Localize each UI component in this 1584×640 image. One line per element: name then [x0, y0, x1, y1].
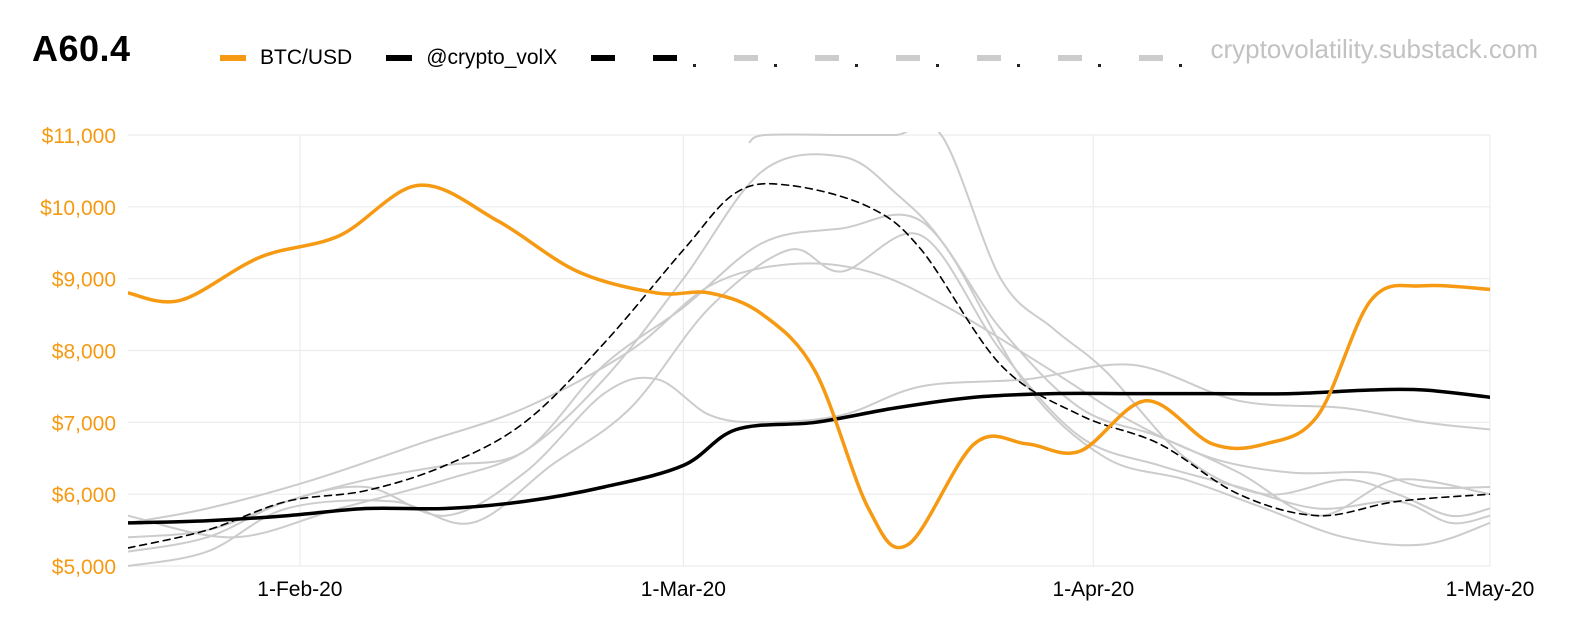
series-line-dashed-black: [128, 182, 1490, 549]
legend-dashed-entry: [815, 55, 859, 67]
legend-dash-swatch: [1058, 55, 1083, 61]
y-tick-label: $8,000: [52, 341, 116, 364]
legend-dashed-entry: [1139, 55, 1183, 67]
series-layer: [128, 132, 1490, 567]
legend-dot: [1017, 64, 1021, 67]
legend-dashed-entry: [653, 55, 697, 67]
y-tick-label: $11,000: [42, 125, 116, 148]
legend-dashed-entry: [734, 55, 778, 67]
series-line-btc-usd: [128, 183, 1490, 550]
y-axis: $5,000 $6,000 $7,000 $8,000 $9,000 $10,000 $11…: [40, 125, 116, 579]
series-line-grey-2: [128, 232, 1490, 567]
x-tick-label: 1-Apr-20: [1052, 578, 1134, 601]
legend-dot: [855, 64, 859, 67]
legend-swatch-volx: [386, 55, 413, 61]
y-tick-label: $6,000: [52, 484, 116, 507]
legend-dash-swatch: [653, 55, 678, 61]
y-tick-label: $10,000: [40, 197, 116, 220]
legend-dashed-entry: [977, 55, 1021, 67]
legend-dash-swatch: [734, 55, 759, 61]
legend-dash-swatch: [896, 55, 921, 61]
legend-label-btc: BTC/USD: [260, 46, 353, 69]
series-line-grey-6: [748, 132, 1490, 518]
x-tick-label: 1-Mar-20: [641, 578, 726, 601]
x-tick-label: 1-May-20: [1446, 578, 1535, 601]
legend: BTC/USD @crypto_volX: [220, 42, 1220, 74]
x-tick-label: 1-Feb-20: [257, 578, 342, 601]
y-tick-label: $7,000: [52, 412, 116, 435]
legend-dashed-entry: [591, 55, 616, 61]
legend-dash-swatch: [977, 55, 1002, 61]
series-line-grey-5: [128, 153, 1490, 547]
legend-dot: [1098, 64, 1102, 67]
watermark: cryptovolatility.substack.com: [1210, 34, 1538, 64]
legend-dot: [774, 64, 778, 67]
legend-dot: [936, 64, 940, 67]
series-line--crypto-volx: [128, 387, 1490, 525]
chart-title: A60.4: [32, 28, 131, 69]
legend-item-volx: @crypto_volX: [386, 46, 557, 70]
legend-dashed-entries: [591, 55, 1220, 67]
legend-dot: [693, 64, 697, 67]
legend-dash-swatch: [815, 55, 840, 61]
legend-dash-swatch: [1139, 55, 1164, 61]
series-line-grey-1: [128, 262, 1490, 524]
series-line-grey-3: [128, 363, 1490, 553]
y-tick-label: $9,000: [52, 269, 116, 292]
x-axis: 1-Feb-20 1-Mar-20 1-Apr-20 1-May-20: [257, 578, 1534, 601]
legend-dashed-entry: [1058, 55, 1102, 67]
legend-label-volx: @crypto_volX: [426, 46, 558, 69]
y-tick-label: $5,000: [52, 556, 116, 579]
legend-dashed-entry: [896, 55, 940, 67]
series-line-grey-4: [128, 213, 1490, 539]
legend-dot: [1179, 64, 1183, 67]
legend-dash-swatch: [591, 55, 616, 61]
legend-swatch-btc: [220, 55, 246, 61]
legend-item-btc: BTC/USD: [220, 46, 352, 70]
